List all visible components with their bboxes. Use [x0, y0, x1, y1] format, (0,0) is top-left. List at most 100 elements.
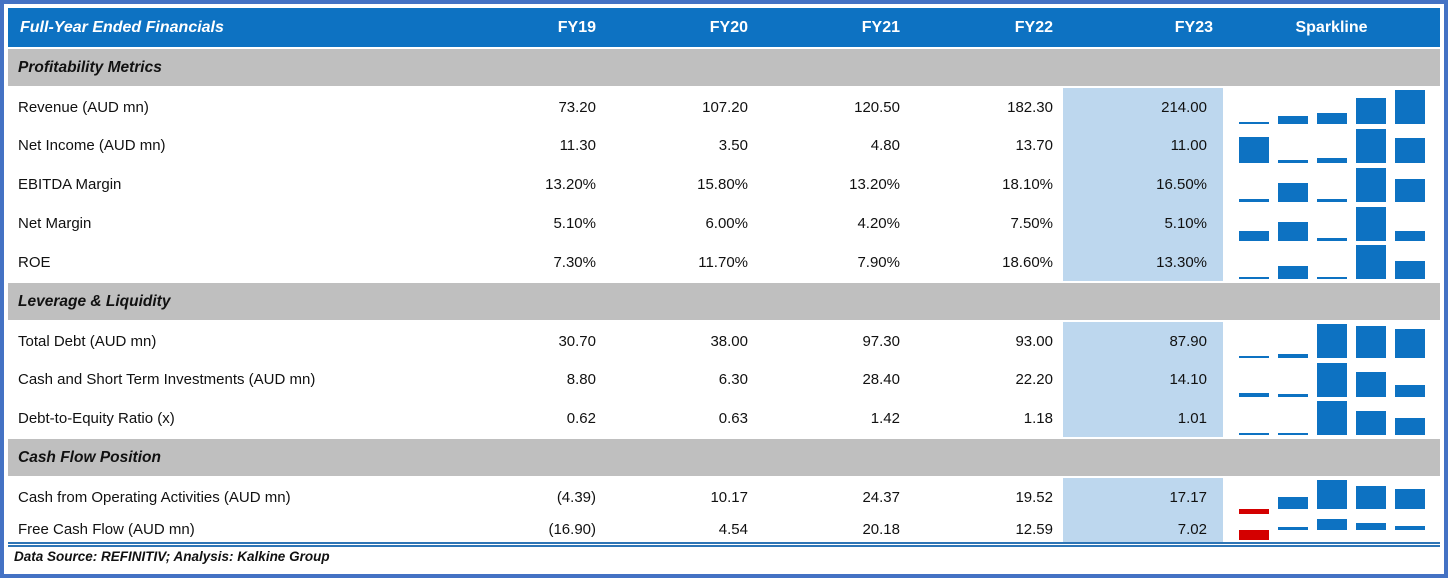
cell-fy22: 7.50%: [1010, 215, 1053, 232]
sparkline-bar: [1356, 326, 1386, 358]
cell-fy20: 11.70%: [698, 253, 748, 271]
sparkline: [1223, 401, 1440, 435]
section-label: Leverage & Liquidity: [8, 281, 1440, 322]
cell-fy19: 5.10%: [553, 215, 596, 232]
table-title: Full-Year Ended Financials: [8, 8, 454, 48]
sparkline-bar: [1395, 260, 1425, 279]
sparkline-bar: [1356, 372, 1386, 397]
cell-fy22: 182.30: [1007, 98, 1053, 116]
sparkline-bar: [1278, 394, 1308, 397]
cell-fy23: 1.01: [1063, 399, 1223, 438]
row-label: Free Cash Flow (AUD mn): [18, 520, 195, 538]
header-row: Full-Year Ended Financials FY19 FY20 FY2…: [8, 8, 1440, 48]
sparkline-bar: [1395, 231, 1425, 241]
footer-note: Data Source: REFINITIV; Analysis: Kalkin…: [8, 542, 1440, 565]
sparkline-bar: [1395, 418, 1425, 435]
sparkline-bar: [1317, 324, 1347, 358]
sparkline-cell: [1223, 243, 1440, 282]
sparkline-bar: [1278, 527, 1308, 530]
row-label: Net Income (AUD mn): [18, 137, 166, 154]
cell-fy19: 7.30%: [553, 253, 596, 271]
sparkline-bar: [1317, 158, 1347, 163]
cell-fy22: 18.10%: [1002, 176, 1053, 193]
sparkline-cell: [1223, 87, 1440, 126]
sparkline-bar: [1356, 245, 1386, 279]
cell-fy22: 1.18: [1023, 409, 1053, 427]
cell-fy20: 4.54: [718, 520, 748, 538]
sparkline-bar: [1278, 183, 1308, 202]
cell-fy21: 1.42: [870, 409, 900, 427]
cell-fy21: 4.20%: [857, 215, 900, 232]
sparkline: [1223, 167, 1440, 202]
cell-fy23: 5.10%: [1063, 204, 1223, 243]
cell-fy20: 10.17: [710, 488, 748, 506]
sparkline-bar: [1356, 522, 1386, 530]
cell-fy21: 7.90%: [857, 253, 900, 271]
sparkline-bar: [1356, 411, 1386, 435]
cell-fy20: 38.00: [710, 332, 748, 350]
section-header-profitability-metrics: Profitability Metrics: [8, 47, 1440, 88]
col-header-fy21: FY21: [758, 8, 910, 48]
sparkline: [1223, 362, 1440, 397]
sparkline-bar: [1317, 199, 1347, 202]
sparkline-cell: [1223, 321, 1440, 360]
sparkline-bar: [1317, 238, 1347, 241]
row-label: Cash from Operating Activities (AUD mn): [18, 488, 291, 506]
sparkline-bar: [1278, 221, 1308, 241]
cell-fy19: 13.20%: [545, 176, 596, 193]
sparkline-bar: [1395, 328, 1425, 358]
table-row-cash-and-short-term-investments-aud-mn: Cash and Short Term Investments (AUD mn)…: [8, 360, 1440, 399]
cell-fy21: 20.18: [862, 520, 900, 538]
sparkline: [1223, 480, 1440, 514]
row-label: Total Debt (AUD mn): [18, 332, 157, 350]
cell-fy20: 6.00%: [705, 215, 748, 232]
row-label: Net Margin: [18, 215, 92, 232]
sparkline-bar: [1278, 354, 1308, 358]
col-header-fy23: FY23: [1063, 8, 1223, 48]
sparkline: [1223, 90, 1440, 124]
sparkline-bar: [1239, 136, 1269, 163]
cell-fy20: 107.20: [702, 98, 748, 116]
sparkline: [1223, 206, 1440, 241]
sparkline-bar: [1278, 432, 1308, 435]
cell-fy20: 15.80%: [697, 176, 748, 193]
sparkline-bar: [1239, 392, 1269, 397]
sparkline-bar: [1317, 401, 1347, 435]
cell-fy19: 11.30: [559, 137, 596, 154]
cell-fy22: 22.20: [1015, 371, 1053, 388]
table-row-total-debt-aud-mn: Total Debt (AUD mn) 30.70 38.00 97.30 93.00 8…: [8, 321, 1440, 360]
sparkline-bar: [1278, 115, 1308, 124]
sparkline-bar: [1395, 90, 1425, 124]
cell-fy22: 93.00: [1015, 332, 1053, 350]
col-header-fy22: FY22: [910, 8, 1063, 48]
cell-fy23: 13.30%: [1063, 243, 1223, 282]
sparkline-bar: [1239, 432, 1269, 435]
sparkline-bar: [1278, 496, 1308, 509]
sparkline-bar: [1356, 206, 1386, 241]
sparkline-bar: [1317, 362, 1347, 397]
sparkline-bar: [1395, 384, 1425, 397]
sparkline-bar: [1239, 121, 1269, 124]
cell-fy23: 16.50%: [1063, 165, 1223, 204]
cell-fy19: (16.90): [548, 520, 596, 538]
cell-fy19: (4.39): [556, 488, 596, 506]
cell-fy19: 30.70: [558, 332, 596, 350]
section-label: Profitability Metrics: [8, 47, 1440, 88]
sparkline-cell: [1223, 204, 1440, 243]
row-label: Revenue (AUD mn): [18, 98, 149, 116]
cell-fy20: 6.30: [718, 371, 748, 388]
financials-table: Full-Year Ended Financials FY19 FY20 FY2…: [8, 8, 1440, 542]
cell-fy22: 12.59: [1015, 520, 1053, 538]
table-row-net-margin: Net Margin 5.10% 6.00% 4.20% 7.50% 5.10%: [8, 204, 1440, 243]
sparkline-bar: [1239, 231, 1269, 241]
sparkline: [1223, 128, 1440, 163]
cell-fy19: 0.62: [566, 409, 596, 427]
table-body: Profitability Metrics Revenue (AUD mn) 73.…: [8, 47, 1440, 542]
cell-fy19: 73.20: [558, 98, 596, 116]
sparkline-cell: [1223, 399, 1440, 438]
cell-fy23: 214.00: [1063, 87, 1223, 126]
sparkline-bar: [1239, 508, 1269, 514]
sparkline-bar: [1317, 480, 1347, 509]
sparkline-bar: [1278, 160, 1308, 163]
